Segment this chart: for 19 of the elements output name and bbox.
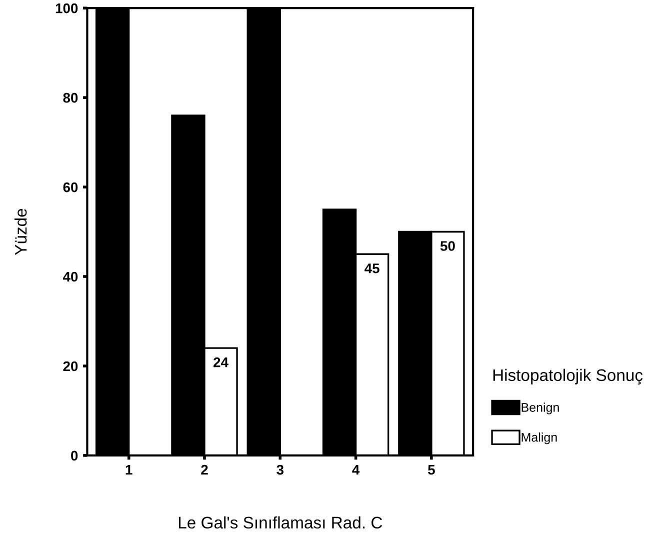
- x-tick-label: 3: [276, 464, 284, 475]
- y-tick-label: 20: [63, 361, 78, 372]
- data-label: 45: [364, 264, 380, 274]
- legend-label: Malign: [522, 432, 557, 444]
- y-tick-label: 0: [71, 450, 78, 461]
- data-label: 24: [214, 357, 228, 368]
- y-tick-label: 80: [63, 92, 78, 103]
- y-tick-label: 100: [56, 3, 78, 14]
- x-axis-title: Le Gal's Sınıflaması Rad. C: [178, 516, 382, 529]
- legend-title: Histopatolojik Sonuç: [493, 368, 643, 384]
- y-tick-label: 60: [63, 182, 78, 192]
- legend-label: Benign: [522, 402, 559, 414]
- x-tick-label: 4: [352, 464, 360, 475]
- x-tick-label: 2: [201, 464, 208, 475]
- x-tick-label: 1: [126, 464, 132, 475]
- y-axis-title: Yüzde: [14, 208, 27, 256]
- y-tick-label: 40: [62, 272, 78, 282]
- data-label: 50: [440, 241, 455, 251]
- x-tick-label: 5: [428, 464, 435, 475]
